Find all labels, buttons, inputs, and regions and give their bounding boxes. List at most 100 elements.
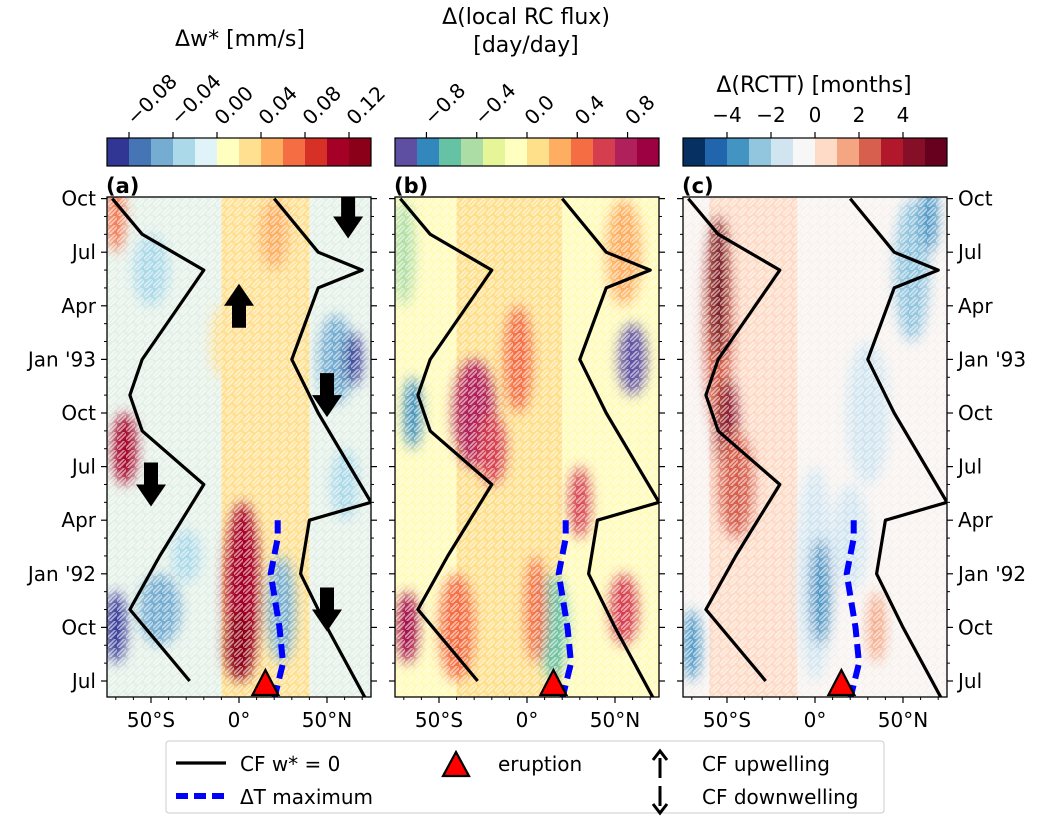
time-tick-label-left: Jul — [70, 240, 96, 264]
colorbar-swatch — [151, 138, 174, 166]
time-tick-label-right: Jan '92 — [956, 562, 1026, 586]
colorbar-swatch — [107, 138, 130, 166]
cf-zero-contour — [848, 197, 947, 697]
colorbar-swatch — [417, 138, 440, 166]
legend-down-arrow-icon — [651, 786, 669, 816]
time-tick-label-left: Oct — [61, 615, 96, 639]
dT-maximum-line — [267, 520, 287, 697]
lat-tick-label: 0° — [516, 708, 539, 732]
time-tick-label-right: Jul — [956, 669, 982, 693]
colorbar-swatch — [261, 138, 284, 166]
legend-up-label: CF upwelling — [702, 752, 830, 776]
downwelling-arrow-icon — [312, 373, 342, 418]
colorbar-swatch — [881, 138, 904, 166]
cf-zero-contour — [687, 197, 782, 683]
time-tick-label-left: Apr — [61, 508, 96, 532]
lat-tick-label: 0° — [228, 708, 251, 732]
colorbar-swatch — [549, 138, 572, 166]
eruption-marker — [826, 667, 857, 697]
colorbar-swatch — [859, 138, 882, 166]
colorbar-title-b-line1: Δ(local RC flux) — [442, 5, 610, 30]
colorbar-tick-label: 0 — [809, 103, 822, 127]
time-tick-label-right: Oct — [958, 187, 993, 211]
legend-up-arrow-icon — [651, 748, 669, 778]
panel-a: 50°S 0° 50°N — [101, 196, 377, 732]
panel-c: 50°S 0° 50°N — [677, 196, 953, 732]
colorbar-tick-label: 0.08 — [298, 81, 346, 129]
lat-tick-label: 50°S — [127, 708, 175, 732]
colorbar-tick-label: 4 — [897, 103, 910, 127]
legend-dT-label: ΔT maximum — [240, 785, 373, 809]
colorbar-swatch — [527, 138, 550, 166]
colorbar-swatch — [637, 138, 660, 166]
colorbar-swatch — [837, 138, 860, 166]
cf-zero-contour — [272, 197, 371, 697]
colorbar-swatch — [349, 138, 372, 166]
time-tick-label-right: Oct — [958, 615, 993, 639]
colorbar-tick-label: −0.4 — [469, 78, 520, 129]
lat-tick-label: 50°S — [703, 708, 751, 732]
colorbar-title-b-line2: [day/day] — [473, 33, 579, 58]
lat-tick-label: 50°N — [878, 708, 928, 732]
downwelling-arrow-icon — [136, 462, 166, 507]
dT-maximum-line — [843, 520, 863, 697]
legend-cf-label: CF w* = 0 — [240, 752, 340, 776]
lat-tick-label: 50°N — [302, 708, 352, 732]
time-tick-label-left: Oct — [61, 401, 96, 425]
legend-eruption-marker — [441, 749, 471, 778]
colorbar-swatch — [615, 138, 638, 166]
panel-field — [107, 197, 371, 697]
dT-maximum-line — [555, 520, 575, 697]
colorbar-swatch — [749, 138, 772, 166]
time-tick-label-right: Oct — [958, 401, 993, 425]
colorbar-tick-label: −2 — [756, 103, 785, 127]
colorbar-a: Δw* [mm/s] −0.08−0.040.000.040.080.12 — [106, 27, 390, 167]
eruption-marker — [250, 667, 281, 697]
colorbar-swatch — [593, 138, 616, 166]
cf-zero-contour — [111, 197, 206, 683]
colorbar-swatch — [705, 138, 728, 166]
colorbar-swatch — [129, 138, 152, 166]
time-tick-label-right: Jan '93 — [956, 347, 1026, 371]
legend-frame — [165, 740, 885, 814]
lat-tick-label: 50°S — [415, 708, 463, 732]
panel-label-c: (c) — [682, 174, 714, 198]
panel-field — [395, 197, 659, 697]
colorbar-b: Δ(local RC flux) [day/day] −0.8−0.40.0 0.… — [394, 5, 660, 167]
colorbar-swatch — [439, 138, 462, 166]
downwelling-arrow-icon — [312, 587, 342, 632]
time-tick-label-right: Jul — [956, 455, 982, 479]
time-tick-label-right: Apr — [958, 294, 993, 318]
time-axis-left: Jul Oct Jan '92 Apr Jul Oct Jan '93 Apr Jul Oct — [26, 187, 97, 693]
cf-zero-contour — [560, 197, 659, 697]
colorbar-tick-label: 0.04 — [254, 81, 302, 129]
upwelling-arrow-icon — [224, 283, 254, 328]
colorbar-swatch — [571, 138, 594, 166]
colorbar-swatch — [483, 138, 506, 166]
time-axis-right: Jul Oct Jan '92 Apr Jul Oct Jan '93 Apr Jul Oct — [956, 187, 1026, 693]
colorbar-title-c: Δ(RCTT) [months] — [716, 73, 911, 98]
colorbar-swatch — [925, 138, 948, 166]
colorbar-tick-label: 0.4 — [570, 90, 609, 129]
significance-hatching — [395, 197, 659, 697]
time-tick-label-left: Jul — [70, 669, 96, 693]
colorbar-swatch — [683, 138, 706, 166]
colorbar-tick-label: 0.0 — [520, 90, 559, 129]
panel-field — [683, 197, 947, 697]
colorbar-tick-label: −0.8 — [419, 78, 470, 129]
colorbar-swatch — [793, 138, 816, 166]
colorbar-frame — [106, 137, 372, 167]
panel-label-b: (b) — [394, 174, 428, 198]
colorbar-swatch — [461, 138, 484, 166]
cf-zero-contour — [399, 197, 494, 683]
colorbar-swatch — [327, 138, 350, 166]
panel-label-a: (a) — [106, 174, 139, 198]
colorbar-c: Δ(RCTT) [months] −4 −2 0 2 4 — [682, 73, 948, 167]
legend-down-label: CF downwelling — [702, 785, 859, 809]
time-tick-label-right: Apr — [958, 508, 993, 532]
colorbar-swatch — [727, 138, 750, 166]
colorbar-swatch — [903, 138, 926, 166]
colorbar-swatch — [173, 138, 196, 166]
colorbar-tick-label: 2 — [853, 103, 866, 127]
colorbar-swatch — [395, 138, 418, 166]
